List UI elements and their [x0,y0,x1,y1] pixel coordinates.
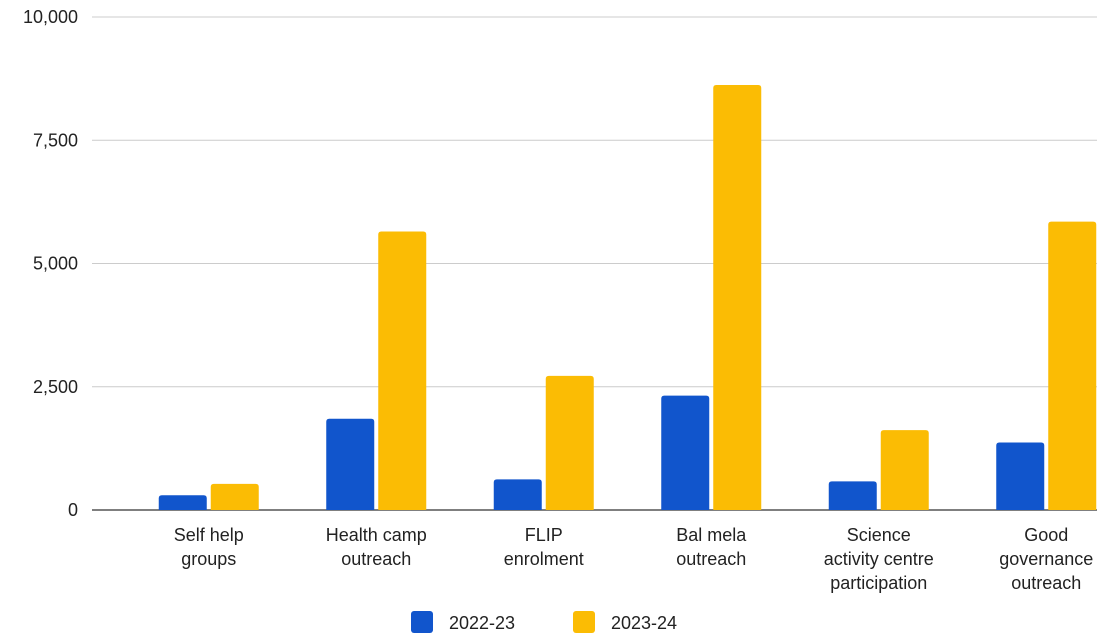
x-tick-label: activity centre [824,549,934,569]
bar-2023-24 [1048,221,1097,510]
x-tick-label: Good [1024,525,1068,545]
bar-2022-23 [996,442,1045,510]
x-tick-label: Health camp [326,525,427,545]
bar-2022-23 [828,481,877,510]
x-tick-label: FLIP [525,525,563,545]
legend-swatch [573,611,595,633]
x-tick-label: governance [999,549,1093,569]
x-tick-label: outreach [1011,573,1081,593]
x-tick-label: Bal mela [676,525,747,545]
bar-2023-24 [713,85,762,510]
legend-swatch [411,611,433,633]
y-tick-label: 0 [68,500,78,520]
x-tick-label: Self help [174,525,244,545]
bar-2022-23 [158,495,207,510]
y-tick-label: 10,000 [23,7,78,27]
legend-label: 2023-24 [611,613,677,633]
x-tick-label: Science [847,525,911,545]
bar-2023-24 [545,375,594,510]
bar-2023-24 [880,430,929,510]
x-tick-label: outreach [676,549,746,569]
x-tick-label: outreach [341,549,411,569]
y-tick-label: 7,500 [33,130,78,150]
y-tick-label: 2,500 [33,377,78,397]
bar-2023-24 [210,483,259,510]
legend-label: 2022-23 [449,613,515,633]
x-tick-label: groups [181,549,236,569]
bar-2022-23 [493,479,542,510]
x-tick-label: participation [830,573,927,593]
x-tick-label: enrolment [504,549,584,569]
bar-2022-23 [326,418,375,510]
bar-2022-23 [661,395,710,510]
y-tick-label: 5,000 [33,254,78,274]
bar-2023-24 [378,231,427,510]
